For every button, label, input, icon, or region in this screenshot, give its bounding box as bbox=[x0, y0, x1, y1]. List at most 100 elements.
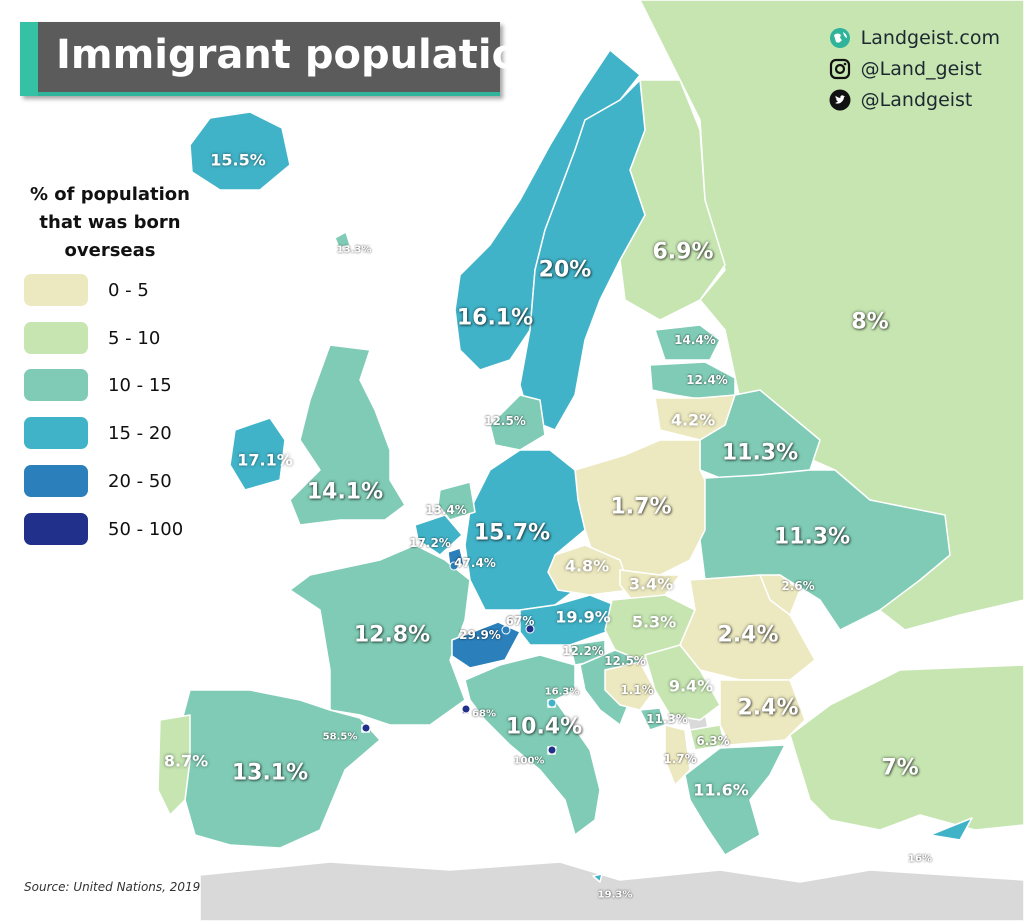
twitter-icon bbox=[829, 89, 851, 111]
value-label-faroe-islands: 13.3% bbox=[336, 244, 372, 256]
value-label-montenegro: 11.3% bbox=[646, 712, 688, 726]
region-north-macedonia bbox=[689, 724, 726, 751]
legend-item-50-100: 50 - 100 bbox=[24, 513, 204, 545]
value-label-belarus: 11.3% bbox=[721, 440, 799, 466]
value-label-lithuania: 4.2% bbox=[670, 410, 716, 430]
marker-dot-liechtenstein bbox=[525, 624, 535, 634]
region-iceland bbox=[189, 111, 291, 191]
source-note: Source: United Nations, 2019 bbox=[24, 880, 201, 894]
north-africa-landmass bbox=[199, 861, 1024, 921]
legend-item-10-15: 10 - 15 bbox=[24, 369, 204, 401]
value-label-andorra: 58.5% bbox=[322, 731, 358, 743]
marker-dot-vatican-city bbox=[547, 745, 557, 755]
social-instagram[interactable]: @Land_geist bbox=[829, 53, 1000, 84]
region-estonia bbox=[654, 324, 721, 361]
value-label-estonia: 14.4% bbox=[674, 333, 716, 347]
value-label-bosnia-and-herzegovina: 1.1% bbox=[620, 683, 654, 697]
marker-dot-luxembourg bbox=[449, 561, 459, 571]
value-label-san-marino: 16.3% bbox=[544, 686, 580, 698]
instagram-icon bbox=[829, 58, 851, 80]
region-belarus bbox=[699, 389, 821, 479]
value-label-germany: 15.7% bbox=[473, 520, 551, 546]
region-cyprus bbox=[929, 817, 973, 841]
value-label-serbia: 9.4% bbox=[668, 676, 714, 696]
legend-title-line-2: that was born bbox=[39, 212, 181, 233]
value-label-latvia: 12.4% bbox=[686, 373, 728, 387]
value-label-liechtenstein: 67% bbox=[505, 614, 535, 628]
value-label-norway: 16.1% bbox=[456, 305, 534, 331]
legend-swatch bbox=[24, 417, 88, 449]
value-label-vatican-city: 100% bbox=[513, 755, 545, 767]
value-label-sweden: 20% bbox=[538, 257, 592, 283]
value-label-switzerland: 29.9% bbox=[459, 628, 501, 642]
title-banner: Immigrant population bbox=[20, 22, 548, 96]
region-faroe-islands bbox=[334, 231, 351, 249]
value-label-croatia: 12.5% bbox=[604, 654, 646, 668]
legend-item-20-50: 20 - 50 bbox=[24, 465, 204, 497]
value-label-monaco: 68% bbox=[472, 708, 496, 720]
region-greece bbox=[684, 744, 786, 856]
value-label-moldova: 2.6% bbox=[781, 579, 815, 593]
social-twitter[interactable]: @Landgeist bbox=[829, 84, 1000, 115]
region-denmark bbox=[489, 394, 546, 451]
value-label-hungary: 5.3% bbox=[631, 612, 677, 632]
legend-label: 5 - 10 bbox=[108, 328, 161, 349]
marker-dot-switzerland bbox=[501, 625, 511, 635]
value-label-north-macedonia: 6.3% bbox=[696, 734, 730, 748]
value-label-italy: 10.4% bbox=[505, 714, 583, 740]
value-label-turkey: 7% bbox=[881, 755, 919, 781]
value-label-albania: 1.7% bbox=[663, 752, 697, 766]
region-albania bbox=[664, 724, 691, 786]
value-label-belgium: 17.2% bbox=[409, 536, 451, 550]
region-italy bbox=[464, 654, 601, 836]
region-malta bbox=[592, 873, 603, 883]
map-title: Immigrant population bbox=[56, 32, 548, 78]
region-france bbox=[289, 544, 471, 726]
legend-swatch bbox=[24, 465, 88, 497]
region-turkey bbox=[789, 664, 1024, 831]
legend-label: 0 - 5 bbox=[108, 280, 149, 301]
value-label-bulgaria: 2.4% bbox=[737, 695, 799, 721]
legend-swatch bbox=[24, 369, 88, 401]
legend-item-0-5: 0 - 5 bbox=[24, 274, 204, 306]
website-link[interactable]: Landgeist.com bbox=[860, 26, 1000, 49]
value-label-czechia: 4.8% bbox=[564, 556, 610, 576]
twitter-handle[interactable]: @Landgeist bbox=[860, 88, 973, 111]
value-label-austria: 19.9% bbox=[555, 607, 611, 627]
region-united-kingdom bbox=[289, 344, 406, 526]
globe-icon bbox=[829, 27, 851, 49]
instagram-handle[interactable]: @Land_geist bbox=[860, 57, 982, 80]
value-label-portugal: 8.7% bbox=[163, 751, 209, 771]
legend-title: % of population that was born overseas bbox=[24, 181, 196, 265]
region-poland bbox=[574, 439, 706, 576]
marker-dot-san-marino bbox=[547, 698, 557, 708]
value-label-united-kingdom: 14.1% bbox=[306, 479, 384, 505]
social-website[interactable]: Landgeist.com bbox=[829, 22, 1000, 53]
legend-label: 10 - 15 bbox=[108, 375, 172, 396]
value-label-romania: 2.4% bbox=[717, 622, 779, 648]
value-label-slovakia: 3.4% bbox=[628, 574, 674, 594]
value-label-cyprus: 16% bbox=[908, 853, 932, 865]
title-accent-bar bbox=[20, 22, 38, 96]
value-label-russia: 8% bbox=[851, 309, 889, 335]
legend-swatch bbox=[24, 513, 88, 545]
value-label-ireland: 17.1% bbox=[237, 450, 293, 470]
region-ireland bbox=[229, 417, 286, 491]
value-label-ukraine: 11.3% bbox=[773, 524, 851, 550]
legend-swatch bbox=[24, 274, 88, 306]
value-label-malta: 19.3% bbox=[597, 889, 633, 901]
legend-label: 50 - 100 bbox=[108, 519, 184, 540]
legend-title-line-3: overseas bbox=[64, 240, 156, 261]
value-label-spain: 13.1% bbox=[231, 760, 309, 786]
region-czechia bbox=[547, 544, 631, 596]
marker-dot-monaco bbox=[461, 704, 471, 714]
value-label-slovenia: 12.2% bbox=[562, 644, 604, 658]
region-portugal bbox=[157, 714, 191, 816]
marker-dot-andorra bbox=[361, 723, 371, 733]
legend-title-line-1: % of population bbox=[30, 184, 190, 205]
legend-item-15-20: 15 - 20 bbox=[24, 417, 204, 449]
value-label-luxembourg: 47.4% bbox=[454, 556, 496, 570]
legend-item-5-10: 5 - 10 bbox=[24, 322, 204, 354]
